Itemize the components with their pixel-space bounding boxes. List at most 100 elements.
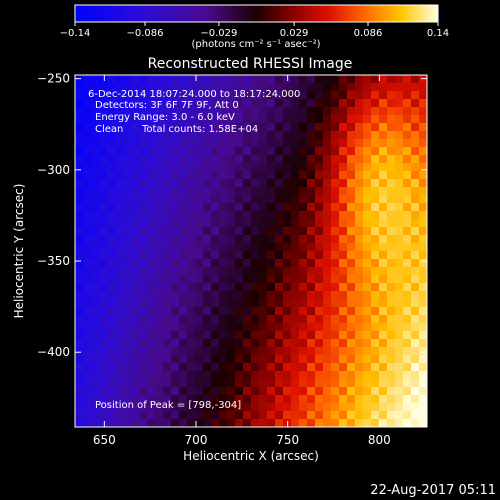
heatmap-cell bbox=[131, 243, 140, 252]
heatmap-cell bbox=[83, 83, 92, 92]
heatmap-cell bbox=[163, 115, 172, 124]
heatmap-cell bbox=[267, 403, 276, 412]
heatmap-cell bbox=[283, 339, 292, 348]
heatmap-cell bbox=[355, 243, 364, 252]
heatmap-cell bbox=[307, 267, 316, 276]
heatmap-cell bbox=[131, 259, 140, 268]
heatmap-cell bbox=[187, 387, 196, 396]
heatmap-cell bbox=[395, 227, 404, 236]
heatmap-cell bbox=[227, 299, 236, 308]
heatmap-cell bbox=[267, 219, 276, 228]
heatmap-cell bbox=[387, 299, 396, 308]
heatmap-cell bbox=[323, 243, 332, 252]
heatmap-cell bbox=[123, 419, 132, 427]
heatmap-cell bbox=[139, 259, 148, 268]
heatmap-cell bbox=[211, 107, 220, 116]
heatmap-cell bbox=[259, 387, 268, 396]
heatmap-cell bbox=[195, 403, 204, 412]
heatmap-cell bbox=[291, 75, 300, 84]
heatmap-cell bbox=[315, 323, 324, 332]
heatmap-cell bbox=[403, 195, 412, 204]
heatmap-cell bbox=[371, 107, 380, 116]
heatmap-cell bbox=[235, 171, 244, 180]
heatmap-cell bbox=[83, 139, 92, 148]
heatmap-cell bbox=[259, 275, 268, 284]
heatmap-cell bbox=[419, 259, 427, 268]
x-axis-label: Heliocentric X (arcsec) bbox=[183, 449, 319, 463]
heatmap-cell bbox=[155, 147, 164, 156]
heatmap-cell bbox=[155, 363, 164, 372]
heatmap-cell bbox=[83, 99, 92, 108]
heatmap-cell bbox=[131, 115, 140, 124]
heatmap-cell bbox=[83, 299, 92, 308]
heatmap-cell bbox=[315, 211, 324, 220]
heatmap-cell bbox=[387, 219, 396, 228]
heatmap-cell bbox=[195, 227, 204, 236]
heatmap-cell bbox=[363, 123, 372, 132]
heatmap-cell bbox=[259, 219, 268, 228]
heatmap-cell bbox=[307, 155, 316, 164]
heatmap-cell bbox=[195, 155, 204, 164]
heatmap-cell bbox=[387, 163, 396, 172]
heatmap-cell bbox=[171, 235, 180, 244]
heatmap-cell bbox=[283, 411, 292, 420]
heatmap-cell bbox=[211, 243, 220, 252]
heatmap-cell bbox=[163, 371, 172, 380]
heatmap-cell bbox=[235, 91, 244, 100]
heatmap-cell bbox=[283, 235, 292, 244]
heatmap-cell bbox=[339, 387, 348, 396]
heatmap-cell bbox=[323, 99, 332, 108]
heatmap-cell bbox=[363, 323, 372, 332]
heatmap-cell bbox=[75, 203, 84, 212]
heatmap-cell bbox=[75, 179, 84, 188]
heatmap-cell bbox=[291, 227, 300, 236]
heatmap-cell bbox=[123, 411, 132, 420]
heatmap-cell bbox=[315, 283, 324, 292]
heatmap-cell bbox=[307, 379, 316, 388]
heatmap-cell bbox=[75, 155, 84, 164]
heatmap-cell bbox=[283, 355, 292, 364]
heatmap-cell bbox=[299, 283, 308, 292]
heatmap-cell bbox=[403, 395, 412, 404]
heatmap-cell bbox=[171, 187, 180, 196]
heatmap-cell bbox=[387, 131, 396, 140]
heatmap-cell bbox=[267, 203, 276, 212]
heatmap-cell bbox=[147, 75, 156, 84]
heatmap-cell bbox=[259, 403, 268, 412]
heatmap-cell bbox=[219, 115, 228, 124]
heatmap-cell bbox=[75, 267, 84, 276]
heatmap-cell bbox=[387, 179, 396, 188]
heatmap-cell bbox=[171, 307, 180, 316]
heatmap-cell bbox=[323, 339, 332, 348]
heatmap-cell bbox=[355, 211, 364, 220]
heatmap-cell bbox=[259, 323, 268, 332]
heatmap-cell bbox=[91, 123, 100, 132]
heatmap-cell bbox=[131, 267, 140, 276]
heatmap-cell bbox=[107, 195, 116, 204]
heatmap-cell bbox=[275, 123, 284, 132]
heatmap-cell bbox=[251, 99, 260, 108]
heatmap-cell bbox=[291, 339, 300, 348]
heatmap-cell bbox=[99, 259, 108, 268]
heatmap-cell bbox=[83, 331, 92, 340]
heatmap-cell bbox=[411, 315, 420, 324]
heatmap-cell bbox=[227, 419, 236, 427]
heatmap-cell bbox=[211, 347, 220, 356]
heatmap-cell bbox=[243, 75, 252, 84]
heatmap-cell bbox=[371, 99, 380, 108]
heatmap-cell bbox=[179, 339, 188, 348]
heatmap-cell bbox=[315, 107, 324, 116]
heatmap-cell bbox=[227, 99, 236, 108]
heatmap-cell bbox=[131, 131, 140, 140]
heatmap-cell bbox=[363, 147, 372, 156]
heatmap-cell bbox=[419, 107, 427, 116]
heatmap-cell bbox=[419, 395, 427, 404]
heatmap-cell bbox=[115, 283, 124, 292]
heatmap-cell bbox=[347, 187, 356, 196]
heatmap-cell bbox=[147, 275, 156, 284]
heatmap-cell bbox=[83, 155, 92, 164]
heatmap-cell bbox=[163, 387, 172, 396]
heatmap-cell bbox=[171, 195, 180, 204]
heatmap-cell bbox=[203, 291, 212, 300]
heatmap-cell bbox=[251, 187, 260, 196]
